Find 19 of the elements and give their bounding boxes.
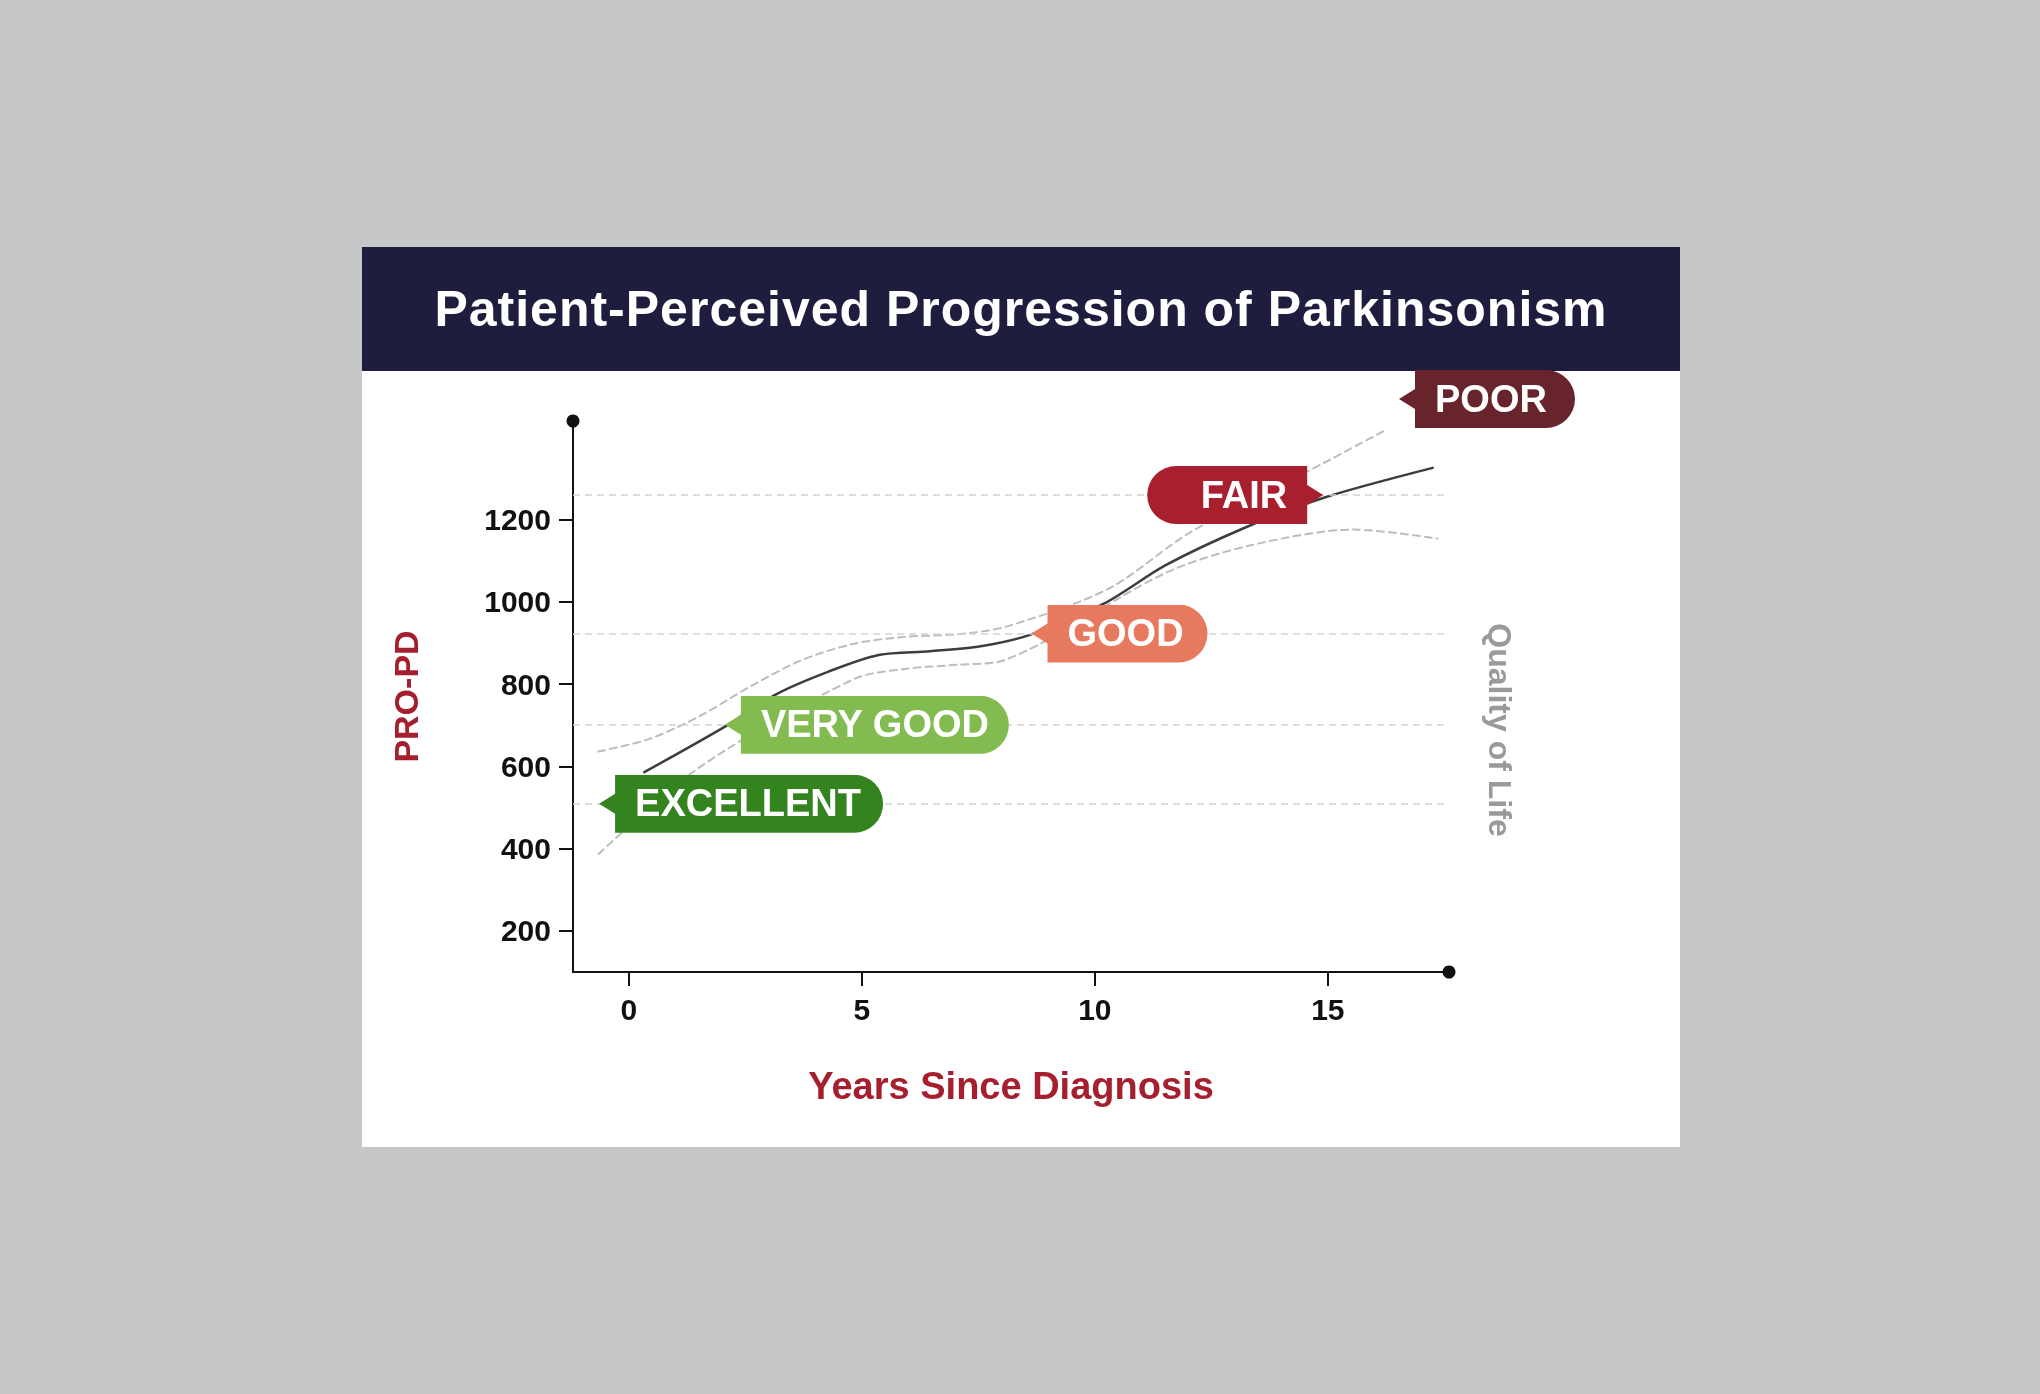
x-tick-label: 0 <box>620 992 638 1026</box>
y-tick-label: 200 <box>500 914 551 948</box>
annotation: VERY GOOD <box>724 695 1009 754</box>
x-axis-title: Years Since Diagnosis <box>808 1065 1214 1107</box>
x-tick-label: 10 <box>1078 992 1112 1026</box>
annotation: EXCELLENT <box>599 774 884 833</box>
y-tick-label: 400 <box>500 832 551 866</box>
text: POOR <box>1399 370 1575 428</box>
x-tick-label: 5 <box>853 992 871 1026</box>
y-tick-label: 1200 <box>484 503 551 537</box>
x-tick-label: 15 <box>1311 992 1345 1026</box>
chart-title: Patient-Perceived Progression of Parkinsonism <box>362 247 1680 371</box>
y2-axis-title: Quality of Life <box>1482 623 1518 837</box>
annotation: GOOD <box>1031 604 1208 663</box>
y-axis-title: PRO-PD <box>387 630 425 763</box>
y-tick-label: 800 <box>500 667 551 701</box>
y-tick-label: 600 <box>500 749 551 783</box>
y-tick-label: 1000 <box>484 585 551 619</box>
annotation: FAIR <box>1147 466 1324 524</box>
